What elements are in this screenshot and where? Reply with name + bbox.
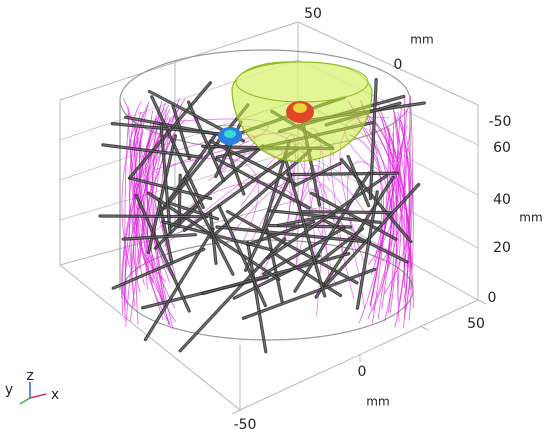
fiber-highlight — [293, 162, 341, 187]
streamline — [123, 97, 154, 283]
streamline — [135, 132, 175, 273]
x-tick-label: 50 — [467, 316, 485, 332]
streamline — [145, 117, 170, 283]
fiber-highlight — [154, 205, 198, 249]
fiber-highlight — [102, 144, 202, 158]
streamline — [372, 127, 390, 324]
streamline — [369, 131, 406, 306]
fiber-highlight — [356, 191, 378, 309]
fiber-highlight — [113, 248, 204, 289]
fiber-highlight — [227, 211, 358, 284]
z-tick-label: 20 — [493, 240, 511, 256]
streamline — [137, 118, 171, 325]
fiber-highlight — [311, 192, 397, 240]
cold-spot-core — [224, 130, 236, 138]
streamline — [384, 116, 401, 322]
fiber-highlight — [210, 140, 296, 185]
fiber-highlight — [148, 135, 176, 253]
fiber-highlight — [347, 156, 370, 206]
z-tick-label: 40 — [493, 192, 511, 208]
fiber-highlight — [287, 172, 398, 176]
streamline — [377, 110, 398, 313]
streamline — [393, 110, 407, 328]
x-tick-label: -50 — [234, 417, 257, 433]
x-tick-label: 0 — [358, 364, 367, 380]
x-axis-unit: mm — [366, 395, 389, 409]
axis-triad: y z x — [5, 368, 59, 405]
streamline — [223, 177, 360, 248]
streamline — [153, 157, 259, 246]
y-tick-label: 0 — [394, 57, 403, 73]
y-tick-label: 50 — [304, 6, 322, 22]
fiber-highlight — [267, 175, 387, 259]
fiber-highlight — [203, 253, 349, 294]
z-tick-label: 0 — [488, 290, 497, 306]
fiber-highlight — [369, 79, 377, 199]
triad-label: y — [5, 382, 13, 398]
streamline — [400, 127, 410, 328]
triad-label: x — [51, 387, 59, 403]
y-axis-unit: mm — [410, 33, 433, 47]
streamline — [367, 126, 399, 265]
triad-y — [19, 397, 31, 405]
streamline — [130, 125, 164, 321]
streamline — [375, 129, 412, 311]
streamline — [133, 133, 170, 325]
fiber-highlight — [216, 158, 310, 209]
streamline — [400, 119, 414, 321]
fiber-highlight — [112, 123, 226, 135]
fiber-highlight — [183, 178, 234, 275]
streamline — [381, 132, 395, 310]
fiber-highlight — [129, 177, 211, 200]
bowl-rim — [235, 61, 369, 103]
tick-marks — [231, 299, 487, 415]
fiber-highlight — [245, 174, 292, 271]
triad-x — [29, 393, 47, 399]
fiber-highlight — [263, 227, 345, 275]
z-axis-unit: mm — [519, 211, 542, 225]
fiber-highlight — [162, 221, 272, 251]
fiber-highlight — [99, 215, 207, 218]
fiber-highlight — [123, 234, 196, 240]
bowl — [218, 61, 373, 163]
triad-label: z — [26, 368, 33, 384]
hot-spot-core — [293, 103, 307, 113]
fiber-highlight — [243, 268, 375, 319]
fiber-highlight — [158, 199, 173, 263]
streamline — [348, 134, 384, 306]
fiber-highlight — [218, 206, 266, 306]
fiber-highlight — [167, 202, 218, 220]
axis-labels: 50 0 -50 mm 60 40 20 0 mm 50 0 -50 mm — [234, 6, 543, 433]
y-tick-label: -50 — [489, 114, 512, 130]
fiber-highlight — [172, 105, 190, 159]
streamline — [138, 122, 176, 309]
fiber-highlight — [144, 228, 214, 340]
streamline — [162, 173, 261, 248]
streamline — [130, 100, 171, 327]
fiber-highlight — [216, 226, 370, 243]
fiber-highlight — [284, 157, 326, 297]
z-tick-label: 60 — [493, 140, 511, 156]
